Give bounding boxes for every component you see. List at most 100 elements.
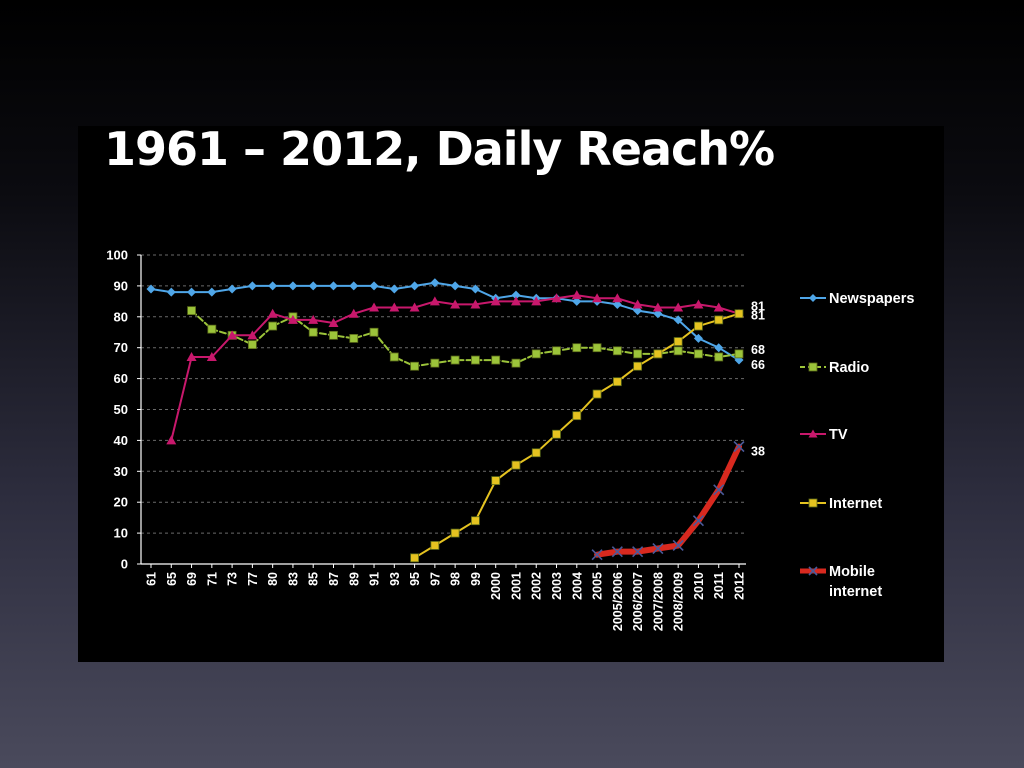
- data-point: [206, 351, 217, 361]
- data-point: [349, 281, 359, 291]
- series-line-mobile-internet: [594, 443, 742, 558]
- data-point: [450, 299, 461, 309]
- data-point: [673, 337, 683, 346]
- data-point: [186, 351, 197, 361]
- legend-label: TV: [829, 427, 848, 443]
- data-point: [166, 287, 176, 297]
- data-point: [430, 278, 440, 288]
- data-point: [694, 321, 703, 331]
- data-point: [268, 321, 278, 331]
- data-point: [328, 317, 339, 327]
- series-line-newspapers: [150, 281, 740, 362]
- data-point: [591, 549, 603, 561]
- data-point: [268, 281, 278, 291]
- data-point: [410, 281, 420, 291]
- data-point: [450, 281, 460, 291]
- x-tick-label: 2000: [489, 572, 503, 600]
- x-tick-label: 69: [185, 572, 199, 586]
- y-tick-label: 70: [114, 340, 128, 355]
- data-point: [734, 349, 744, 359]
- data-point: [808, 566, 818, 576]
- data-point: [389, 284, 399, 294]
- plot-area: [146, 278, 745, 563]
- data-point: [694, 349, 703, 359]
- data-point: [571, 290, 582, 300]
- data-point: [510, 296, 521, 306]
- x-tick-label: 87: [327, 572, 341, 586]
- y-tick-label: 90: [114, 278, 128, 293]
- data-point: [450, 528, 460, 538]
- data-point: [511, 460, 521, 470]
- data-point: [633, 361, 643, 371]
- legend-label: Mobile internet: [829, 564, 882, 600]
- y-tick-label: 20: [114, 495, 128, 510]
- data-point: [531, 296, 542, 306]
- data-point: [430, 358, 440, 368]
- data-point: [652, 302, 663, 312]
- data-point: [389, 302, 400, 312]
- data-point: [612, 377, 622, 387]
- data-point: [692, 515, 705, 527]
- y-tick-label: 40: [114, 433, 128, 448]
- y-tick-label: 0: [121, 557, 128, 572]
- gridlines: [141, 254, 746, 534]
- data-point: [633, 349, 643, 359]
- data-point: [652, 542, 664, 555]
- data-point: [592, 389, 602, 399]
- y-tick-label: 100: [106, 248, 128, 263]
- legend-label: Internet: [829, 496, 882, 512]
- data-point: [693, 299, 704, 309]
- x-tick-label: 98: [449, 572, 463, 586]
- data-point: [187, 287, 197, 297]
- x-tick-label: 2005: [591, 572, 605, 600]
- x-tick-label: 65: [165, 572, 179, 586]
- data-point: [673, 302, 684, 312]
- x-tick-label: 93: [388, 572, 402, 586]
- x-tick-label: 2008/2009: [672, 572, 686, 631]
- data-point: [450, 355, 460, 365]
- legend-label: Newspapers: [829, 291, 914, 307]
- data-point: [389, 352, 399, 362]
- data-point: [552, 429, 561, 439]
- data-point: [672, 539, 684, 552]
- x-tick-label: 71: [205, 572, 219, 586]
- data-point: [632, 546, 644, 558]
- data-point: [247, 281, 257, 291]
- end-label: 81: [751, 300, 765, 314]
- x-tick-label: 61: [145, 572, 159, 586]
- x-tick-label: 2011: [712, 572, 726, 599]
- data-point: [632, 299, 643, 309]
- data-point: [531, 349, 541, 359]
- data-point: [714, 315, 724, 325]
- data-point: [809, 294, 817, 302]
- data-point: [328, 281, 338, 291]
- data-point: [409, 302, 420, 312]
- data-point: [572, 343, 582, 353]
- end-label: 68: [751, 343, 765, 357]
- data-point: [410, 553, 419, 563]
- x-tick-label: 73: [226, 572, 240, 586]
- data-point: [808, 429, 818, 438]
- data-point: [429, 296, 440, 306]
- data-point: [713, 302, 724, 312]
- data-point: [531, 448, 541, 458]
- x-tick-label: 2003: [550, 572, 564, 600]
- x-tick-label: 2001: [509, 572, 523, 600]
- data-point: [511, 290, 521, 300]
- data-point: [348, 308, 359, 318]
- data-point: [693, 333, 703, 343]
- data-point: [308, 314, 319, 324]
- data-point: [653, 349, 663, 359]
- data-point: [247, 340, 257, 350]
- x-tick-label: 2005/2006: [611, 572, 625, 631]
- data-point: [714, 343, 724, 353]
- data-point: [673, 315, 683, 325]
- data-point: [430, 541, 440, 550]
- x-tick-label: 2006/2007: [631, 572, 645, 631]
- y-tick-label: 30: [114, 464, 128, 479]
- data-point: [166, 435, 177, 445]
- data-point: [612, 293, 623, 303]
- x-tick-label: 2002: [530, 572, 544, 600]
- x-tick-label: 2007/2008: [651, 572, 665, 631]
- end-label: 38: [751, 445, 765, 459]
